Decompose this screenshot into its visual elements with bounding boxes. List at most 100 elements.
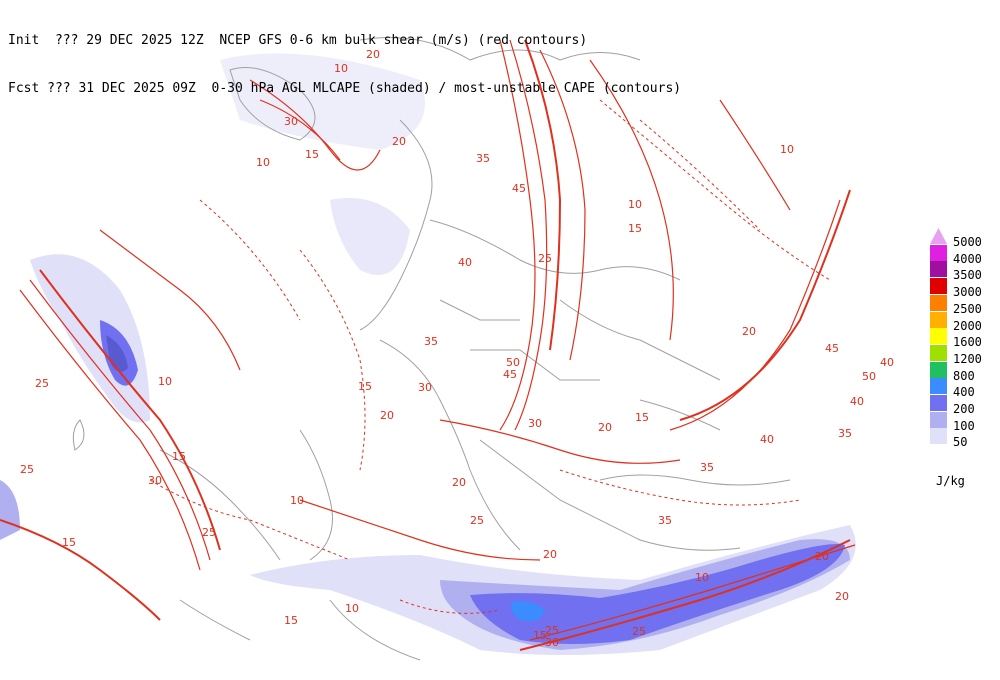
cape-shade-north	[220, 53, 425, 151]
shear-contours-dashed	[149, 99, 831, 614]
contour-label: 25	[632, 625, 646, 638]
contour-label: 10	[780, 143, 794, 156]
contour-label: 10	[695, 571, 709, 584]
legend-level: 1600	[930, 328, 990, 348]
contour-label: 25	[20, 463, 34, 476]
cape-shade-med-200	[470, 544, 845, 644]
contour-label: 25	[35, 377, 49, 390]
contour-label: 15	[62, 536, 76, 549]
contour-label: 25	[538, 252, 552, 265]
contour-label: 45	[512, 182, 526, 195]
legend-units: J/kg	[936, 474, 965, 488]
contour-label: 25	[545, 624, 559, 637]
legend-label: 100	[953, 418, 975, 433]
legend-level: 2000	[930, 311, 990, 332]
legend-label: 50	[953, 435, 968, 450]
cape-shade-northsea	[330, 198, 410, 275]
legend-swatch	[930, 311, 947, 328]
legend-level: 100	[930, 411, 990, 432]
contour-label: 40	[760, 433, 774, 446]
contour-label: 50	[862, 370, 876, 383]
header-fcst-line: Fcst ??? 31 DEC 2025 09Z 0-30 hPa AGL ML…	[8, 81, 682, 96]
legend-label: 2500	[953, 301, 982, 316]
legend-label: 3500	[953, 268, 982, 283]
contour-label: 20	[380, 409, 394, 422]
legend-label: 1200	[953, 351, 982, 366]
contour-label: 20	[598, 421, 612, 434]
legend-label: 200	[953, 402, 975, 416]
legend-label: 5000	[953, 235, 982, 249]
contour-label: 35	[700, 461, 714, 474]
contour-label: 15	[358, 380, 372, 393]
shear-contours	[0, 39, 856, 651]
header-init-line: Init ??? 29 DEC 2025 12Z NCEP GFS 0-6 km…	[8, 33, 588, 48]
legend-level: 4000	[930, 244, 990, 265]
contour-label: 15	[635, 411, 649, 424]
contour-label: 15	[628, 222, 642, 235]
contour-label: 35	[424, 335, 438, 348]
contour-label: 45	[503, 368, 517, 381]
contour-label: 10	[628, 198, 642, 211]
legend-level: 800	[930, 361, 990, 382]
legend-label: 800	[953, 368, 975, 383]
contour-label: 45	[825, 342, 839, 355]
legend-swatch	[930, 361, 947, 378]
contour-label: 30	[528, 417, 542, 430]
contour-label: 20	[452, 476, 466, 489]
contour-label: 15	[533, 629, 547, 642]
legend-swatch	[930, 344, 947, 361]
contour-label: 15	[172, 450, 186, 463]
legend-swatch	[930, 261, 947, 278]
contour-label: 40	[880, 356, 894, 369]
contour-label: 50	[506, 356, 520, 369]
legend-label: 1600	[953, 335, 982, 350]
legend-swatch	[930, 244, 947, 261]
contour-label: 40	[458, 256, 472, 269]
contour-label: 35	[476, 152, 490, 165]
legend-level: 3500	[930, 261, 990, 281]
contour-label: 15	[305, 148, 319, 161]
contour-label: 35	[838, 427, 852, 440]
legend-level: 5000	[930, 228, 990, 248]
contour-label: 10	[290, 494, 304, 507]
contour-label: 30	[284, 115, 298, 128]
contour-label: 15	[284, 614, 298, 627]
contour-label: 20	[366, 48, 380, 61]
contour-label: 25	[202, 526, 216, 539]
legend-swatch	[930, 228, 947, 244]
legend-swatch	[930, 378, 947, 395]
legend-swatch	[930, 411, 947, 428]
legend-level: 3000	[930, 278, 990, 298]
cape-shade-west-edge	[0, 480, 20, 540]
legend-label: 4000	[953, 251, 982, 266]
legend-label: 2000	[953, 318, 982, 333]
legend-label: 400	[953, 385, 975, 400]
legend-level: 1200	[930, 344, 990, 365]
legend-swatch	[930, 428, 947, 445]
contour-label: 20	[742, 325, 756, 338]
contour-label: 20	[815, 550, 829, 563]
legend-level: 200	[930, 395, 990, 415]
map-header: Init ??? 29 DEC 2025 12Z NCEP GFS 0-6 km…	[8, 1, 681, 113]
cape-shading	[0, 53, 856, 655]
legend-level: 400	[930, 378, 990, 398]
contour-label: 10	[334, 62, 348, 75]
contour-label: 10	[256, 156, 270, 169]
contour-label: 35	[658, 514, 672, 527]
contour-label: 10	[158, 375, 172, 388]
contour-label: 30	[148, 474, 162, 487]
contour-label: 20	[392, 135, 406, 148]
contour-label: 25	[470, 514, 484, 527]
legend-label: 3000	[953, 285, 982, 300]
map-domain-outline	[0, 29, 906, 666]
legend-level: 2500	[930, 294, 990, 315]
contour-labels: 10 20 30 10 15 20 35 45 40 25 50 45 30 3…	[20, 48, 894, 649]
contour-label: 20	[835, 590, 849, 603]
contour-label: 30	[545, 636, 559, 649]
legend-swatch	[930, 395, 947, 411]
legend-level: 50	[930, 428, 990, 448]
coastlines	[72, 37, 791, 661]
cape-shade-med-400	[511, 601, 545, 622]
legend-swatch	[930, 328, 947, 345]
